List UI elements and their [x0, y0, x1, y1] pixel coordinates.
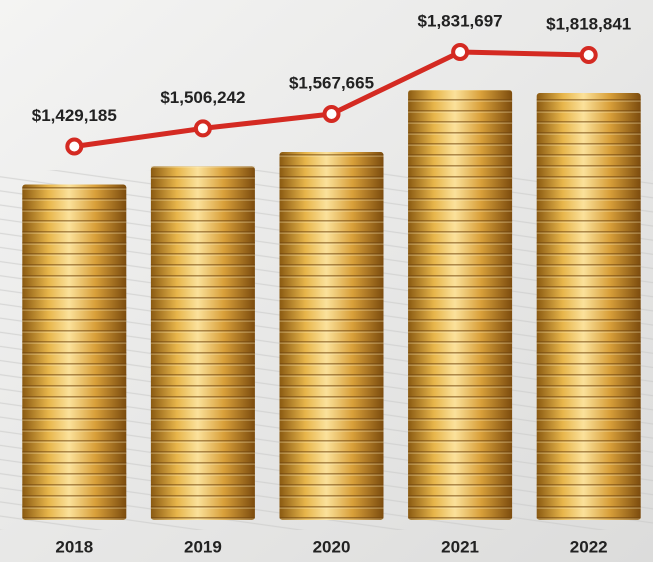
value-label: $1,818,841	[546, 15, 631, 34]
point	[322, 104, 341, 123]
coin-edges	[536, 93, 641, 521]
value-label: $1,506,242	[160, 88, 245, 107]
x-tick-label: 2018	[55, 537, 93, 556]
value-label: $1,567,665	[289, 73, 374, 92]
value-label: $1,429,185	[32, 106, 117, 125]
coin-edges	[150, 166, 255, 521]
x-tick-label: 2019	[184, 537, 222, 556]
coin-edges	[279, 151, 384, 520]
point	[451, 43, 470, 61]
point	[193, 119, 212, 138]
coin-edges	[408, 90, 513, 520]
point	[65, 137, 84, 156]
coin-edges	[22, 184, 127, 520]
x-tick-label: 2020	[313, 537, 351, 556]
x-tick-label: 2022	[570, 537, 608, 556]
x-tick-label: 2021	[441, 537, 479, 556]
value-label: $1,831,697	[418, 11, 503, 30]
point	[579, 46, 598, 65]
